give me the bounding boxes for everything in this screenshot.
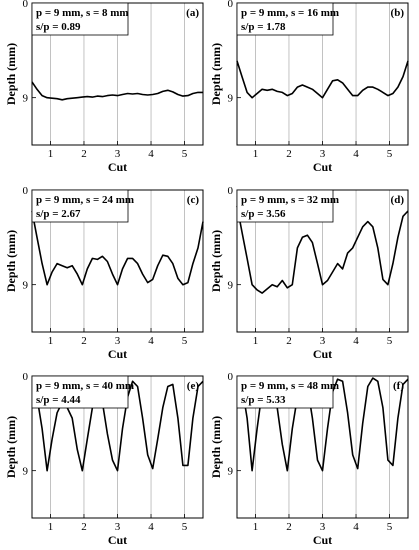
chart-panel-e: 1 2 3 4 5 0 9 Cut Depth (mm) p = 9 mm, s = 40 mm s… (4, 371, 204, 547)
y-tick-label: 0 (228, 371, 234, 383)
chart-panel-d: 1 2 3 4 5 0 9 Cut Depth (mm) p = 9 mm, s = 32 mm s… (209, 185, 409, 361)
x-tick-label: 2 (81, 335, 87, 347)
parameter-box (31, 2, 129, 36)
parameter-line-2: s/p = 0.89 (36, 21, 81, 33)
panel-label: (f) (393, 380, 404, 392)
x-tick-label: 5 (387, 148, 393, 160)
x-tick-label: 4 (353, 335, 359, 347)
x-tick-label: 3 (320, 521, 326, 533)
x-tick-label: 4 (148, 335, 154, 347)
x-tick-label: 2 (286, 148, 292, 160)
parameter-line-2: s/p = 4.44 (36, 394, 81, 406)
x-axis-label: Cut (108, 160, 127, 174)
y-tick-label: 9 (228, 93, 234, 105)
parameter-line-2: s/p = 5.33 (241, 394, 286, 406)
x-axis-label: Cut (108, 347, 127, 361)
y-tick-label: 9 (228, 466, 234, 478)
y-tick-label: 0 (23, 371, 29, 383)
parameter-line-1: p = 9 mm, s = 24 mm (36, 194, 134, 206)
x-tick-label: 1 (253, 335, 259, 347)
parameter-line-1: p = 9 mm, s = 40 mm (36, 380, 134, 392)
x-tick-label: 5 (387, 335, 393, 347)
parameter-line-2: s/p = 3.56 (241, 208, 286, 220)
x-tick-label: 3 (115, 521, 121, 533)
parameter-line-1: p = 9 mm, s = 32 mm (241, 194, 339, 206)
y-axis-label: Depth (mm) (209, 416, 223, 478)
x-tick-label: 5 (182, 521, 188, 533)
parameter-box (31, 375, 129, 409)
y-tick-label: 9 (228, 280, 234, 292)
x-tick-label: 3 (115, 148, 121, 160)
panel-label: (a) (186, 7, 199, 19)
parameter-box (31, 189, 129, 223)
chart-panel-c: 1 2 3 4 5 0 9 Cut Depth (mm) p = 9 mm, s = 24 mm s… (4, 185, 204, 361)
y-tick-label: 0 (23, 185, 29, 197)
parameter-line-1: p = 9 mm, s = 48 mm (241, 380, 339, 392)
parameter-box (236, 189, 334, 223)
y-axis-label: Depth (mm) (4, 416, 18, 478)
parameter-line-1: p = 9 mm, s = 8 mm (36, 7, 129, 19)
x-tick-label: 3 (320, 335, 326, 347)
x-axis-label: Cut (108, 533, 127, 547)
y-axis-label: Depth (mm) (209, 43, 223, 105)
y-tick-label: 0 (23, 0, 29, 10)
y-tick-label: 9 (23, 93, 29, 105)
chart-panel-f: 1 2 3 4 5 0 9 Cut Depth (mm) p = 9 mm, s = 48 mm s… (209, 371, 409, 547)
x-axis-label: Cut (313, 160, 332, 174)
parameter-line-1: p = 9 mm, s = 16 mm (241, 7, 339, 19)
y-tick-label: 0 (228, 185, 234, 197)
x-tick-label: 4 (148, 148, 154, 160)
panel-label: (d) (391, 194, 405, 206)
x-tick-label: 5 (387, 521, 393, 533)
parameter-box (236, 2, 334, 36)
x-tick-label: 2 (81, 148, 87, 160)
parameter-line-2: s/p = 2.67 (36, 208, 81, 220)
parameter-box (236, 375, 334, 409)
chart-panel-b: 1 2 3 4 5 0 9 Cut Depth (mm) p = 9 mm, s = 16 mm s… (209, 0, 409, 174)
x-tick-label: 2 (81, 521, 87, 533)
x-axis-label: Cut (313, 347, 332, 361)
x-tick-label: 4 (148, 521, 154, 533)
panel-label: (c) (187, 194, 200, 206)
x-axis-label: Cut (313, 533, 332, 547)
y-tick-label: 0 (228, 0, 234, 10)
y-axis-label: Depth (mm) (4, 230, 18, 292)
x-tick-label: 4 (353, 521, 359, 533)
depth-profile-line (236, 60, 409, 99)
depth-profile-line (236, 205, 409, 294)
y-tick-label: 9 (23, 280, 29, 292)
x-tick-label: 4 (353, 148, 359, 160)
y-axis-label: Depth (mm) (4, 43, 18, 105)
parameter-line-2: s/p = 1.78 (241, 21, 286, 33)
x-tick-label: 3 (115, 335, 121, 347)
x-tick-label: 3 (320, 148, 326, 160)
depth-profile-line (31, 81, 203, 101)
panel-label: (e) (187, 380, 200, 392)
x-tick-label: 1 (48, 148, 54, 160)
depth-profile-line (31, 210, 204, 286)
x-tick-label: 2 (286, 521, 292, 533)
x-tick-label: 1 (253, 148, 259, 160)
x-tick-label: 5 (182, 148, 188, 160)
x-tick-label: 1 (253, 521, 259, 533)
x-tick-label: 1 (48, 335, 54, 347)
y-tick-label: 9 (23, 466, 29, 478)
x-tick-label: 2 (286, 335, 292, 347)
y-axis-label: Depth (mm) (209, 230, 223, 292)
panel-label: (b) (391, 7, 405, 19)
x-tick-label: 5 (182, 335, 188, 347)
chart-panel-a: 1 2 3 4 5 0 9 Cut Depth (mm) p = 9 mm, s = 8 mm s/… (4, 0, 204, 174)
x-tick-label: 1 (48, 521, 54, 533)
